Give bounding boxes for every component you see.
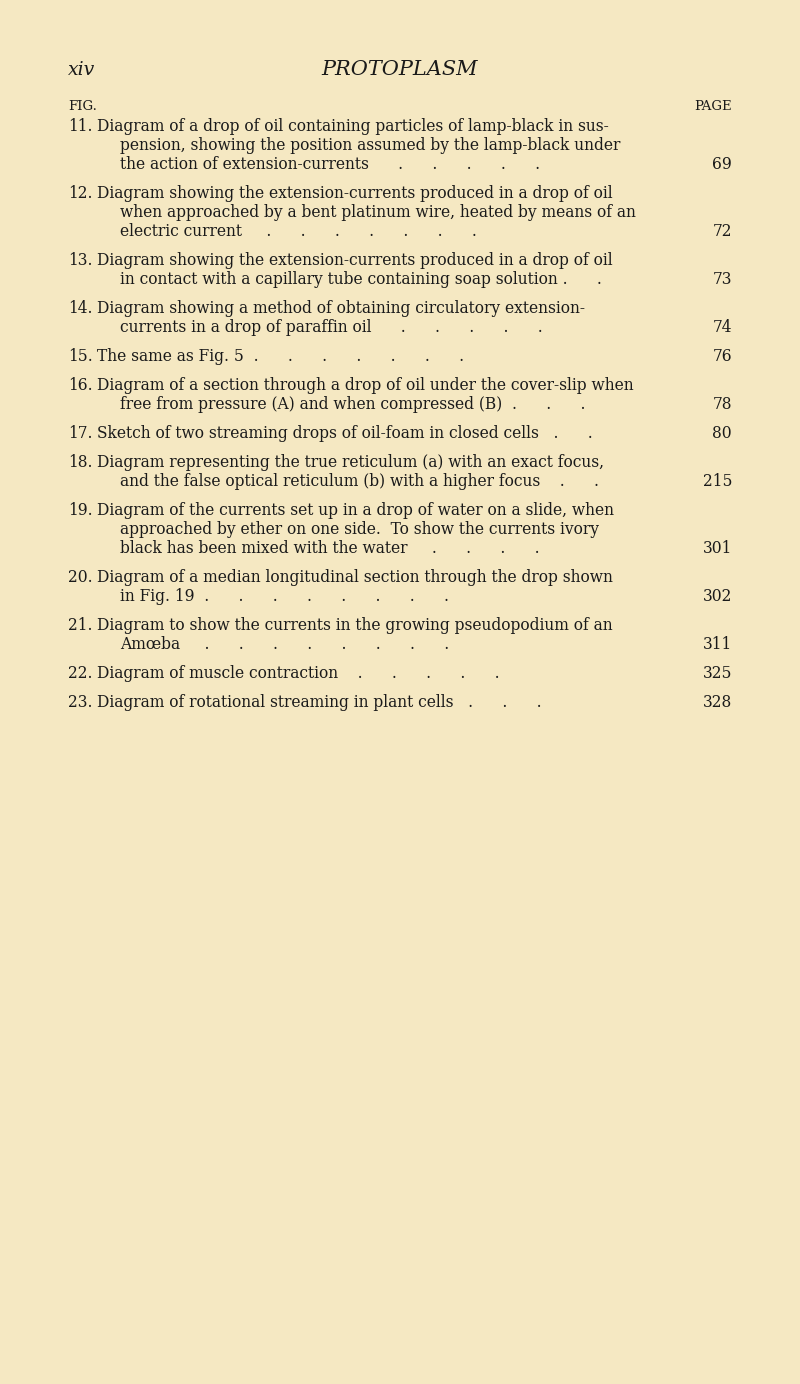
Text: Amœba     .      .      .      .      .      .      .      .: Amœba . . . . . . . .	[120, 637, 450, 653]
Text: black has been mixed with the water     .      .      .      .: black has been mixed with the water . . …	[120, 540, 540, 556]
Text: 73: 73	[713, 271, 732, 288]
Text: the action of extension-currents      .      .      .      .      .: the action of extension-currents . . . .…	[120, 156, 540, 173]
Text: 17.: 17.	[68, 425, 93, 441]
Text: 311: 311	[702, 637, 732, 653]
Text: 13.: 13.	[68, 252, 93, 268]
Text: when approached by a bent platinum wire, heated by means of an: when approached by a bent platinum wire,…	[120, 203, 636, 221]
Text: PAGE: PAGE	[694, 100, 732, 113]
Text: 325: 325	[702, 664, 732, 682]
Text: 20.: 20.	[68, 569, 93, 585]
Text: 78: 78	[713, 396, 732, 412]
Text: 12.: 12.	[68, 185, 93, 202]
Text: Diagram representing the true reticulum (a) with an exact focus,: Diagram representing the true reticulum …	[97, 454, 604, 471]
Text: 302: 302	[702, 588, 732, 605]
Text: currents in a drop of paraffin oil      .      .      .      .      .: currents in a drop of paraffin oil . . .…	[120, 318, 542, 336]
Text: 16.: 16.	[68, 376, 93, 394]
Text: 69: 69	[712, 156, 732, 173]
Text: 301: 301	[702, 540, 732, 556]
Text: The same as Fig. 5  .      .      .      .      .      .      .: The same as Fig. 5 . . . . . . .	[97, 347, 464, 365]
Text: Diagram showing the extension-currents produced in a drop of oil: Diagram showing the extension-currents p…	[97, 185, 613, 202]
Text: 72: 72	[713, 223, 732, 239]
Text: 15.: 15.	[68, 347, 93, 365]
Text: pension, showing the position assumed by the lamp-black under: pension, showing the position assumed by…	[120, 137, 620, 154]
Text: electric current     .      .      .      .      .      .      .: electric current . . . . . . .	[120, 223, 477, 239]
Text: Diagram of the currents set up in a drop of water on a slide, when: Diagram of the currents set up in a drop…	[97, 502, 614, 519]
Text: 76: 76	[712, 347, 732, 365]
Text: in contact with a capillary tube containing soap solution .      .: in contact with a capillary tube contain…	[120, 271, 602, 288]
Text: xiv: xiv	[68, 61, 95, 79]
Text: 23.: 23.	[68, 693, 93, 711]
Text: Diagram of muscle contraction    .      .      .      .      .: Diagram of muscle contraction . . . . .	[97, 664, 500, 682]
Text: 80: 80	[712, 425, 732, 441]
Text: 74: 74	[713, 318, 732, 336]
Text: Diagram showing the extension-currents produced in a drop of oil: Diagram showing the extension-currents p…	[97, 252, 613, 268]
Text: Diagram of a median longitudinal section through the drop shown: Diagram of a median longitudinal section…	[97, 569, 613, 585]
Text: Diagram to show the currents in the growing pseudopodium of an: Diagram to show the currents in the grow…	[97, 617, 613, 634]
Text: 21.: 21.	[68, 617, 93, 634]
Text: Diagram showing a method of obtaining circulatory extension-: Diagram showing a method of obtaining ci…	[97, 300, 585, 317]
Text: and the false optical reticulum (b) with a higher focus    .      .: and the false optical reticulum (b) with…	[120, 473, 599, 490]
Text: FIG.: FIG.	[68, 100, 97, 113]
Text: 19.: 19.	[68, 502, 93, 519]
Text: in Fig. 19  .      .      .      .      .      .      .      .: in Fig. 19 . . . . . . . .	[120, 588, 449, 605]
Text: Sketch of two streaming drops of oil-foam in closed cells   .      .: Sketch of two streaming drops of oil-foa…	[97, 425, 593, 441]
Text: 215: 215	[702, 473, 732, 490]
Text: 328: 328	[702, 693, 732, 711]
Text: Diagram of a drop of oil containing particles of lamp-black in sus-: Diagram of a drop of oil containing part…	[97, 118, 609, 136]
Text: 14.: 14.	[68, 300, 93, 317]
Text: 18.: 18.	[68, 454, 93, 471]
Text: 11.: 11.	[68, 118, 93, 136]
Text: Diagram of rotational streaming in plant cells   .      .      .: Diagram of rotational streaming in plant…	[97, 693, 542, 711]
Text: PROTOPLASM: PROTOPLASM	[322, 60, 478, 79]
Text: approached by ether on one side.  To show the currents ivory: approached by ether on one side. To show…	[120, 520, 599, 538]
Text: free from pressure (A) and when compressed (B)  .      .      .: free from pressure (A) and when compress…	[120, 396, 586, 412]
Text: Diagram of a section through a drop of oil under the cover-slip when: Diagram of a section through a drop of o…	[97, 376, 634, 394]
Text: 22.: 22.	[68, 664, 93, 682]
